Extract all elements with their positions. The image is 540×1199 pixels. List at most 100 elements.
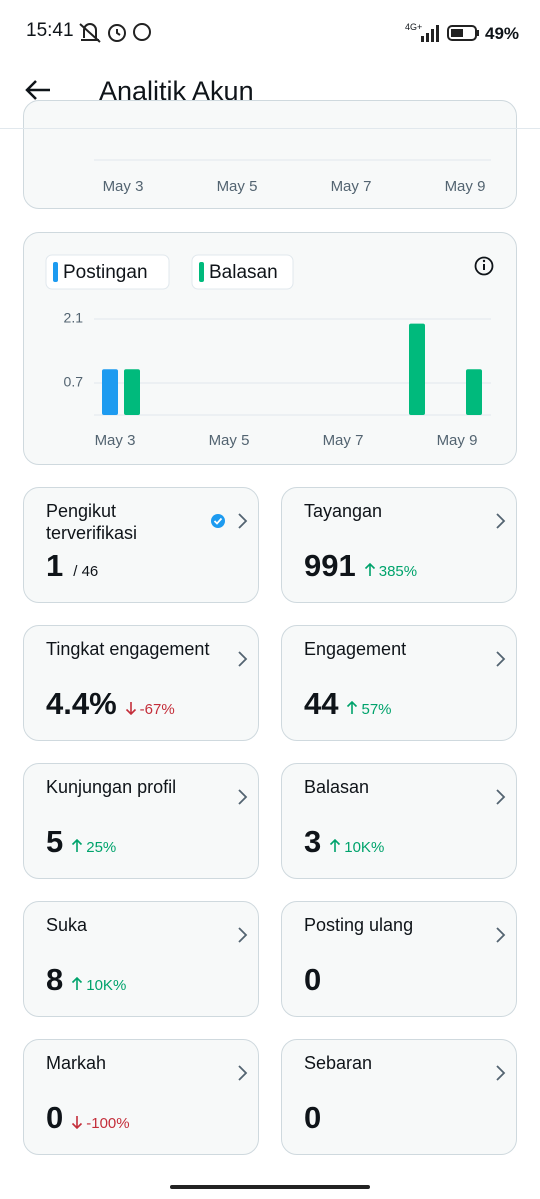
metric-value-row: 991 385% [304, 548, 417, 584]
metric-card[interactable]: Sebaran 0 [281, 1039, 517, 1155]
metric-label: Engagement [304, 639, 407, 659]
metric-label: Pengikut terverifikasi [46, 501, 138, 543]
metric-value: 0 [46, 1100, 64, 1135]
legend-item[interactable] [191, 254, 294, 290]
trend-arrow-shape [72, 976, 83, 990]
metric-card[interactable]: Tayangan 991 385% [281, 487, 517, 603]
metric-change-text: 10K% [344, 839, 385, 856]
chevron-shape [496, 1065, 506, 1081]
chevron-shape [496, 513, 506, 529]
chevron [238, 927, 248, 943]
metric-value: 0 [304, 962, 322, 997]
chevron [238, 1065, 248, 1081]
metric-change-text: 385% [378, 563, 418, 580]
trend-arrow [364, 562, 375, 576]
metric-card[interactable]: Engagement 44 57% [281, 625, 517, 741]
metric-label: Balasan [304, 777, 370, 797]
metric-label: Posting ulang [304, 915, 414, 935]
badge-shape [211, 514, 225, 528]
y-tick-label: 2.1 [64, 310, 84, 326]
chevron [496, 789, 506, 805]
chevron [496, 1065, 506, 1081]
metric-change-text: 25% [86, 839, 117, 856]
metric-value-row: 0 -100% [46, 1100, 130, 1136]
x-tick-label: May 7 [323, 432, 364, 449]
metric-label: Tayangan [304, 501, 383, 521]
trend-arrow [330, 838, 341, 852]
bar [102, 369, 118, 415]
metric-value-row: 44 57% [304, 686, 392, 722]
legend-item[interactable] [45, 254, 170, 290]
metric-value: 991 [304, 548, 356, 583]
chevron-shape [238, 789, 248, 805]
chevron [496, 927, 506, 943]
chevron [238, 651, 248, 667]
metric-value: 4.4% [46, 686, 117, 721]
metric-label: Tingkat engagement [46, 639, 210, 659]
metric-change: 25% [71, 838, 117, 856]
metric-card[interactable]: Tingkat engagement 4.4% -67% [23, 625, 259, 741]
legend-swatch [53, 262, 58, 282]
badge-check [213, 517, 223, 525]
status-network: 4G+ [405, 22, 423, 32]
trend-arrow-shape [125, 702, 136, 716]
chevron-shape [496, 927, 506, 943]
metric-value-row: 4.4% -67% [46, 686, 175, 722]
metric-value: 0 [304, 1100, 322, 1135]
trend-arrow [347, 700, 358, 714]
home-indicator [170, 1185, 370, 1189]
metric-card[interactable]: Suka 8 10K% [23, 901, 259, 1017]
status-battery: 49% [485, 24, 520, 43]
metric-change-text: 10K% [86, 977, 127, 994]
y-tick-label: 0.7 [64, 374, 84, 390]
trend-arrow-shape [72, 838, 83, 852]
chevron [496, 651, 506, 667]
metric-change: 10K% [71, 976, 127, 994]
metric-value-row: 1 / 46 [46, 548, 98, 584]
trend-arrow [72, 838, 83, 852]
chevron-shape [238, 513, 248, 529]
metric-card[interactable]: Markah 0 -100% [23, 1039, 259, 1155]
trend-arrow [72, 976, 83, 990]
x-tick-label: May 9 [437, 432, 478, 449]
header-divider [0, 128, 540, 129]
metric-change: -67% [125, 701, 175, 718]
metric-label: Sebaran [304, 1053, 373, 1073]
metric-change: 385% [364, 562, 418, 580]
metric-change: -100% [71, 1115, 130, 1132]
metric-value-row: 0 [304, 1100, 321, 1136]
metric-value: 1 [46, 548, 64, 583]
trend-arrow [125, 702, 136, 716]
chart: Postingan Balasan 0.7 2.1 May 3 May 5 May 7 May… [45, 254, 494, 449]
chevron-shape [496, 651, 506, 667]
trend-arrow-shape [330, 838, 341, 852]
previous-chart: May 3 May 5 May 7 May 9 [94, 159, 491, 195]
metric-card[interactable]: Posting ulang 0 [281, 901, 517, 1017]
verified-badge [211, 514, 225, 528]
metric-value-row: 5 25% [46, 824, 116, 860]
metric-value: 3 [304, 824, 322, 859]
chevron-shape [496, 789, 506, 805]
metric-value-row: 0 [304, 962, 321, 998]
trend-arrow [72, 1116, 83, 1130]
metric-change-text: -67% [139, 701, 175, 718]
chevron-shape [238, 927, 248, 943]
metric-value-row: 8 10K% [46, 962, 126, 998]
previous-chart-card: May 3 May 5 May 7 May 9 [23, 100, 517, 209]
x-tick-label: May 5 [217, 178, 258, 195]
metric-card[interactable]: Balasan 3 10K% [281, 763, 517, 879]
back-button[interactable] [24, 76, 54, 106]
metric-change: 57% [346, 700, 392, 718]
metric-change-text: 57% [361, 701, 392, 718]
x-tick-label: May 7 [331, 178, 372, 195]
status-icons [79, 23, 151, 43]
legend-swatch [199, 262, 204, 282]
metric-value-row: 3 10K% [304, 824, 384, 860]
metric-card[interactable]: Pengikut terverifikasi 1 / 46 [23, 487, 259, 603]
metric-value: 5 [46, 824, 64, 859]
metric-label: Kunjungan profil [46, 777, 177, 797]
x-tick-label: May 3 [103, 178, 144, 195]
metric-card[interactable]: Kunjungan profil 5 25% [23, 763, 259, 879]
chevron-shape [238, 651, 248, 667]
